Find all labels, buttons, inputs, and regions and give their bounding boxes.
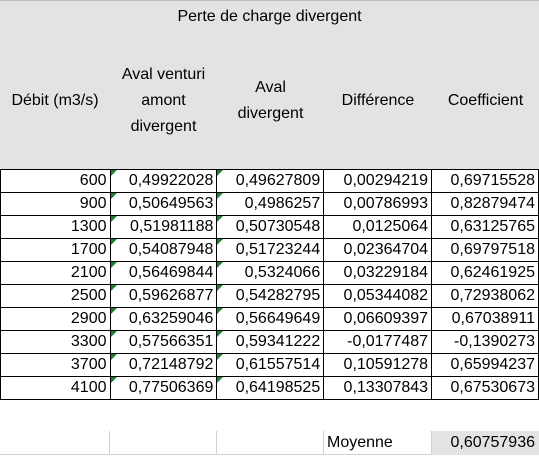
debit-cell[interactable]: 2100: [0, 261, 111, 285]
aval-venturi-cell[interactable]: 0,63259046: [109, 307, 218, 331]
coefficient-cell[interactable]: 0,67038911: [431, 307, 539, 331]
difference-cell[interactable]: 0,00786993: [323, 192, 433, 216]
debit-cell[interactable]: 1700: [0, 238, 111, 262]
table-row: 2900 0,63259046 0,56649649 0,06609397 0,6703…: [0, 307, 539, 331]
difference-cell[interactable]: 0,13307843: [323, 376, 433, 400]
difference-cell[interactable]: 0,0125064: [323, 215, 433, 239]
header-coefficient[interactable]: Coefficient: [432, 32, 539, 169]
aval-divergent-cell[interactable]: 0,50730548: [216, 215, 325, 239]
debit-cell[interactable]: 1300: [0, 215, 111, 239]
aval-divergent-cell[interactable]: 0,54282795: [216, 284, 325, 308]
header-aval-divergent-line2: divergent: [237, 104, 304, 122]
difference-cell[interactable]: 0,02364704: [323, 238, 433, 262]
table-row: 1700 0,54087948 0,51723244 0,02364704 0,6979…: [0, 238, 539, 262]
aval-venturi-cell[interactable]: 0,72148792: [109, 353, 218, 377]
aval-venturi-cell[interactable]: 0,51981188: [109, 215, 218, 239]
header-aval-venturi-line2: amont: [141, 91, 186, 109]
table-row: 1300 0,51981188 0,50730548 0,0125064 0,63125…: [0, 215, 539, 239]
table-row: 900 0,50649563 0,4986257 0,00786993 0,828794…: [0, 192, 539, 216]
debit-cell[interactable]: 3700: [0, 353, 111, 377]
coefficient-cell[interactable]: 0,63125765: [431, 215, 539, 239]
footer-empty-cell[interactable]: [110, 431, 217, 455]
aval-venturi-cell[interactable]: 0,57566351: [109, 330, 218, 354]
average-label[interactable]: Moyenne: [324, 431, 432, 455]
aval-divergent-cell[interactable]: 0,61557514: [216, 353, 325, 377]
coefficient-cell[interactable]: 0,67530673: [431, 376, 539, 400]
debit-cell[interactable]: 2500: [0, 284, 111, 308]
coefficient-cell[interactable]: 0,69715528: [431, 169, 539, 193]
aval-divergent-cell[interactable]: 0,56649649: [216, 307, 325, 331]
aval-divergent-cell[interactable]: 0,5324066: [216, 261, 325, 285]
aval-venturi-cell[interactable]: 0,49922028: [109, 169, 218, 193]
table-row: 600 0,49922028 0,49627809 0,00294219 0,69715…: [0, 169, 539, 193]
table-title[interactable]: Perte de charge divergent: [0, 0, 539, 32]
aval-venturi-cell[interactable]: 0,77506369: [109, 376, 218, 400]
difference-cell[interactable]: 0,10591278: [323, 353, 433, 377]
table-row: 2100 0,56469844 0,5324066 0,03229184 0,62461…: [0, 261, 539, 285]
difference-cell[interactable]: 0,06609397: [323, 307, 433, 331]
average-value[interactable]: 0,60757936: [432, 431, 539, 455]
header-aval-venturi-line3: divergent: [130, 117, 197, 135]
header-aval-divergent-line1: Aval: [255, 78, 286, 96]
difference-cell[interactable]: 0,03229184: [323, 261, 433, 285]
aval-divergent-cell[interactable]: 0,4986257: [216, 192, 325, 216]
difference-cell[interactable]: 0,00294219: [323, 169, 433, 193]
coefficient-cell[interactable]: 0,72938062: [431, 284, 539, 308]
debit-cell[interactable]: 4100: [0, 376, 111, 400]
aval-divergent-cell[interactable]: 0,49627809: [216, 169, 325, 193]
header-difference[interactable]: Différence: [324, 32, 432, 169]
aval-divergent-cell[interactable]: 0,59341222: [216, 330, 325, 354]
aval-venturi-cell[interactable]: 0,54087948: [109, 238, 218, 262]
header-aval-venturi[interactable]: Aval venturi amont divergent: [110, 32, 217, 169]
aval-venturi-cell[interactable]: 0,59626877: [109, 284, 218, 308]
footer-empty-cell[interactable]: [217, 431, 324, 455]
difference-cell[interactable]: 0,05344082: [323, 284, 433, 308]
header-debit[interactable]: Débit (m3/s): [0, 32, 110, 169]
header-aval-venturi-line1: Aval venturi: [121, 65, 206, 83]
coefficient-cell[interactable]: 0,82879474: [431, 192, 539, 216]
table-row: 2500 0,59626877 0,54282795 0,05344082 0,7293…: [0, 284, 539, 308]
header-debit-text: Débit (m3/s): [11, 91, 99, 109]
difference-cell[interactable]: -0,0177487: [323, 330, 433, 354]
header-difference-text: Différence: [341, 91, 415, 109]
debit-cell[interactable]: 2900: [0, 307, 111, 331]
coefficient-cell[interactable]: 0,65994237: [431, 353, 539, 377]
table-row: 3700 0,72148792 0,61557514 0,10591278 0,6599…: [0, 353, 539, 377]
aval-divergent-cell[interactable]: 0,51723244: [216, 238, 325, 262]
coefficient-cell[interactable]: 0,69797518: [431, 238, 539, 262]
debit-cell[interactable]: 900: [0, 192, 111, 216]
data-table-body: 600 0,49922028 0,49627809 0,00294219 0,69715…: [0, 169, 539, 400]
aval-venturi-cell[interactable]: 0,56469844: [109, 261, 218, 285]
footer-empty-cell[interactable]: [0, 431, 110, 455]
coefficient-cell[interactable]: -0,1390273: [431, 330, 539, 354]
debit-cell[interactable]: 3300: [0, 330, 111, 354]
coefficient-cell[interactable]: 0,62461925: [431, 261, 539, 285]
table-row: 4100 0,77506369 0,64198525 0,13307843 0,6753…: [0, 376, 539, 400]
debit-cell[interactable]: 600: [0, 169, 111, 193]
aval-venturi-cell[interactable]: 0,50649563: [109, 192, 218, 216]
data-table: 600 0,49922028 0,49627809 0,00294219 0,69715…: [0, 169, 539, 400]
header-aval-divergent[interactable]: Aval divergent: [217, 32, 324, 169]
table-row: 3300 0,57566351 0,59341222 -0,0177487 -0,139…: [0, 330, 539, 354]
aval-divergent-cell[interactable]: 0,64198525: [216, 376, 325, 400]
header-coefficient-text: Coefficient: [447, 91, 524, 109]
